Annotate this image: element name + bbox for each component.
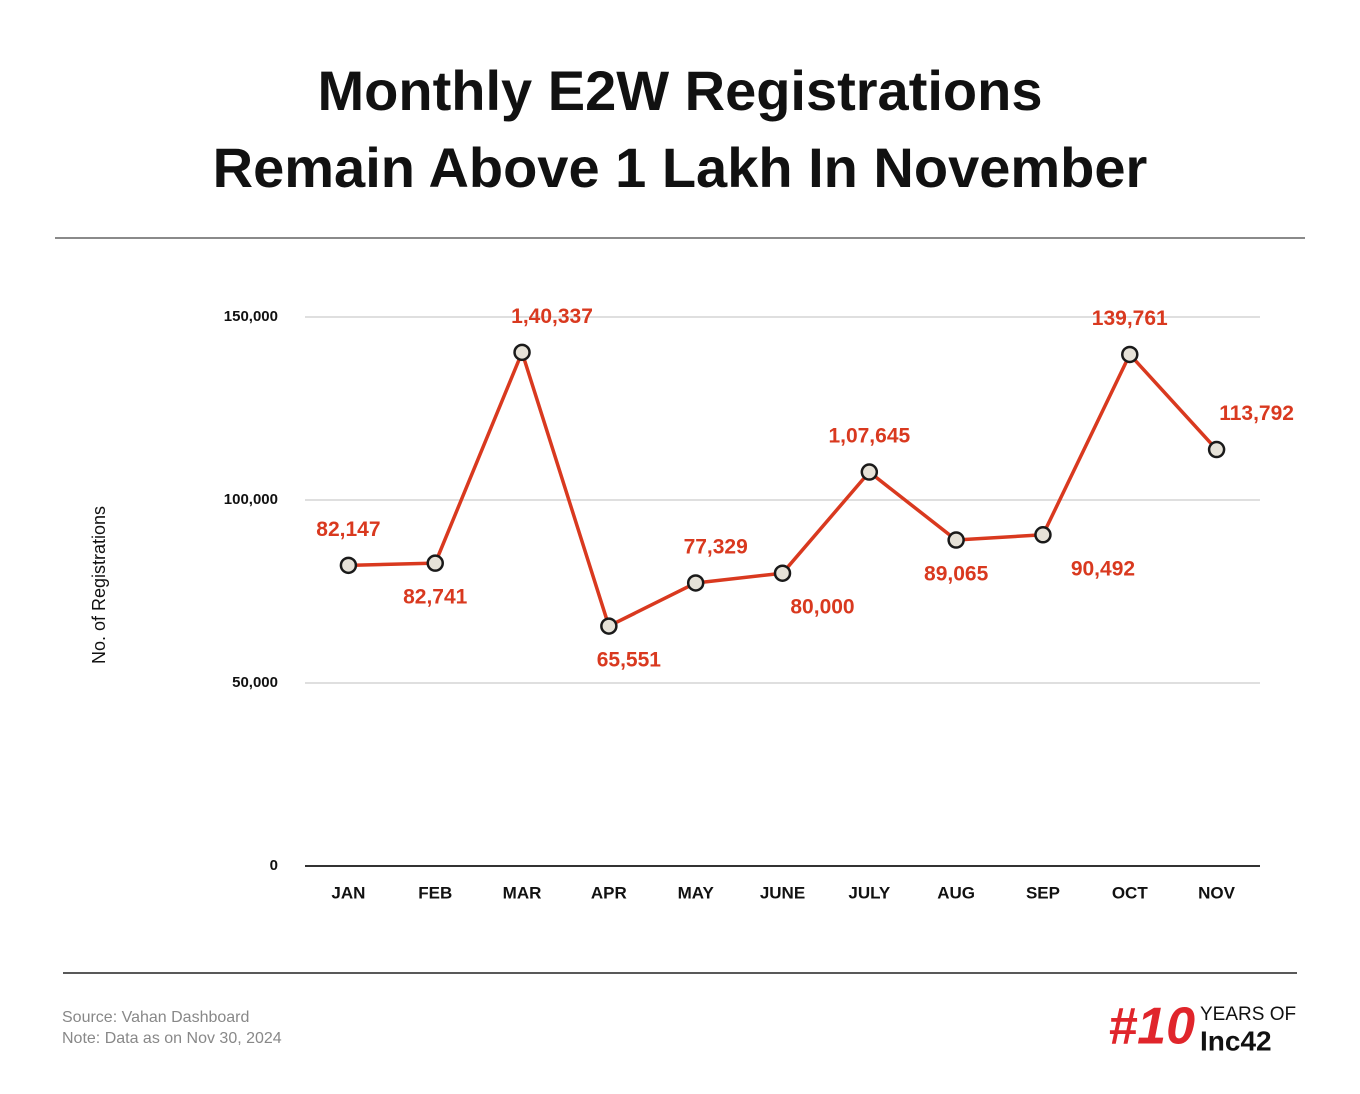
value-label: 65,551 [597,649,662,672]
value-label: 82,741 [403,586,468,609]
chart-title-line: Remain Above 1 Lakh In November [213,136,1148,199]
value-label: 139,761 [1092,307,1168,330]
x-tick-label: AUG [937,883,975,902]
y-tick-label: 150,000 [224,308,278,325]
point [686,574,705,592]
x-tick-label: JUNE [760,883,805,902]
x-tick-label: NOV [1198,883,1236,902]
point [947,531,965,549]
x-tick-label: OCT [1112,883,1149,902]
logo-text: YEARS OF [1200,1004,1296,1025]
point [600,617,618,635]
point [339,556,358,575]
logo-text: Inc42 [1200,1025,1272,1056]
y-tick-label: 0 [270,857,278,874]
x-tick-label: MAY [678,883,715,902]
point [513,343,531,362]
point [773,564,792,582]
value-label: 90,492 [1071,557,1135,580]
point [1207,440,1226,459]
line [348,350,1218,628]
chart-title-line: Monthly E2W Registrations [318,59,1043,122]
value-label: 82,147 [316,518,380,541]
value-label: 1,40,337 [511,305,593,328]
value-label: 89,065 [924,563,989,586]
y-tick-label: 100,000 [224,491,278,508]
x-tick-label: JULY [848,883,891,902]
value-label: 1,07,645 [828,425,910,448]
point [1034,526,1052,544]
x-tick-label: JAN [331,883,365,902]
value-label: 113,792 [1219,402,1294,425]
x-tick-label: MAR [503,883,542,902]
y-tick-label: 50,000 [232,674,278,691]
x-tick-label: APR [591,883,627,902]
point [860,463,879,481]
y-axis-label: No. of Registrations [89,506,109,664]
point [426,554,444,572]
source: Source: Vahan Dashboard [62,1009,249,1026]
x-tick-label: SEP [1026,883,1060,902]
value-label: 77,329 [684,536,748,559]
value-label: 80,000 [790,596,854,619]
logo-number: #10 [1108,998,1195,1056]
point [1121,345,1139,364]
note: Note: Data as on Nov 30, 2024 [62,1030,282,1047]
x-tick-label: FEB [418,883,452,902]
